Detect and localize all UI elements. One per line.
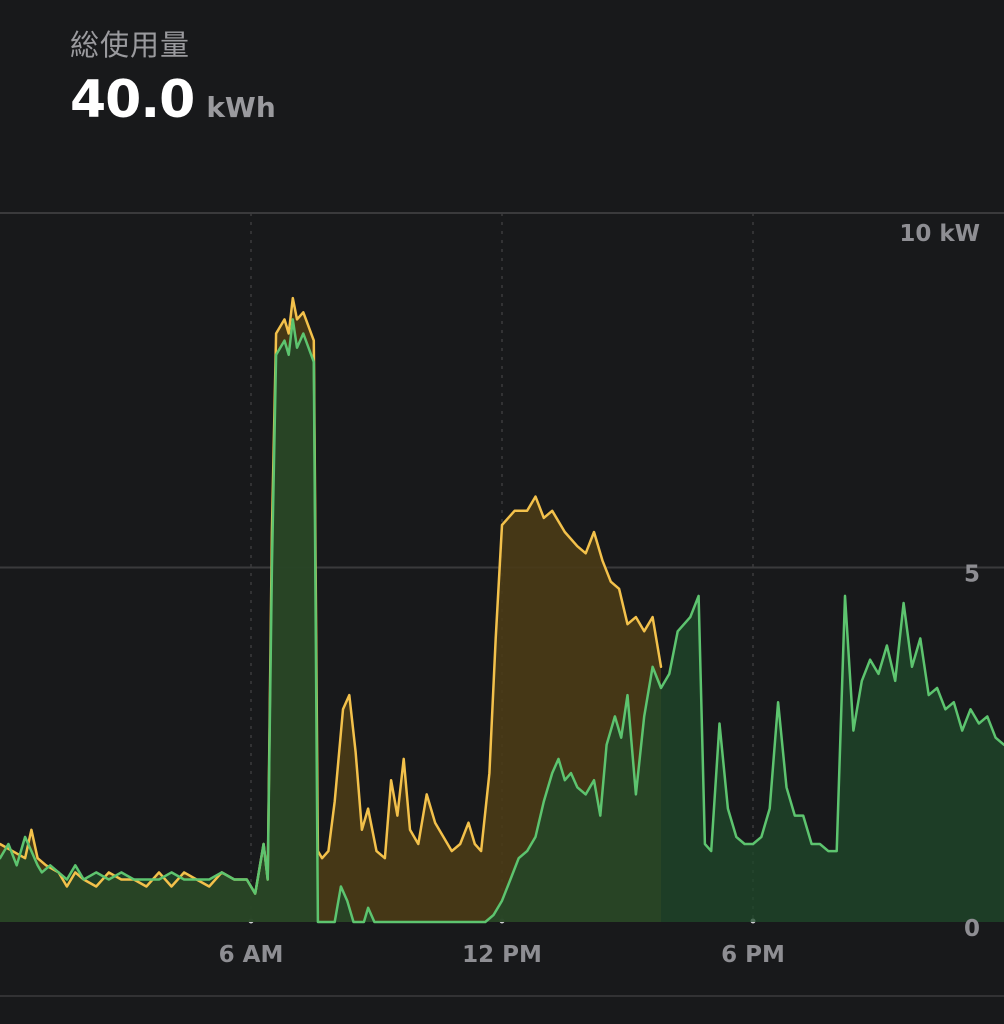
y-tick-label: 5 — [964, 562, 980, 588]
total-usage-unit: kWh — [206, 91, 276, 124]
y-tick-label: 10 kW — [899, 221, 980, 247]
total-usage: 40.0 kWh — [70, 70, 276, 130]
page-title: 総使用量 — [70, 28, 191, 62]
series-layer — [0, 296, 1004, 924]
x-tick-label: 6 AM — [219, 942, 284, 968]
series-line-solar — [0, 318, 1004, 924]
x-tick-label: 12 PM — [462, 942, 542, 968]
series-area-solar — [0, 319, 1004, 922]
header: 総使用量 40.0 kWh — [70, 22, 276, 130]
total-usage-value: 40.0 — [70, 70, 195, 130]
label-layer: 10 kW 5 0 6 AM 12 PM 6 PM — [219, 221, 980, 968]
x-tick-label: 6 PM — [721, 942, 785, 968]
y-tick-label: 0 — [964, 916, 980, 942]
series-area-total — [0, 298, 661, 923]
grid-layer — [0, 212, 1004, 997]
